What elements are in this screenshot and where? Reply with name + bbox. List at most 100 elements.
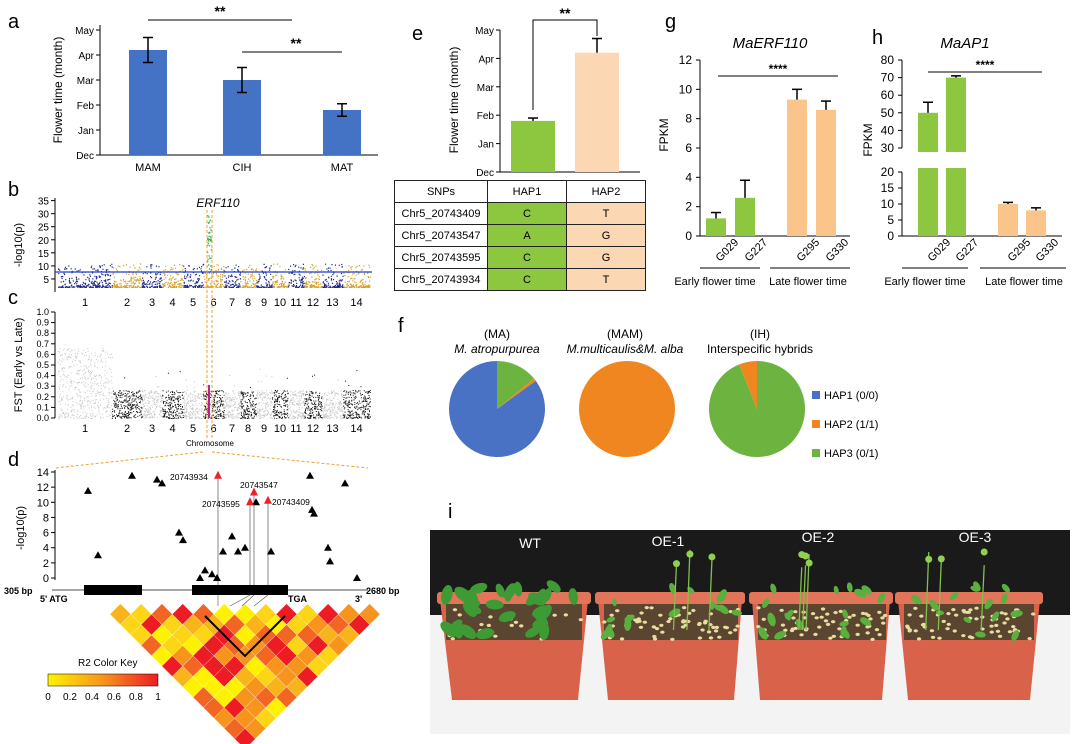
table-header: SNPs HAP1 HAP2 bbox=[394, 180, 646, 203]
snp-point bbox=[267, 547, 275, 555]
panel-h: h MaAP1 FPKM 0 5 10 15 20 30 40 50 60 70 80 **** G… bbox=[861, 27, 1066, 288]
ld-cell bbox=[359, 603, 381, 625]
snp-point bbox=[213, 574, 221, 581]
exon-1 bbox=[84, 585, 142, 595]
leaf bbox=[476, 628, 495, 640]
snp-point bbox=[94, 551, 102, 559]
gene-end: 2680 bp bbox=[366, 586, 400, 596]
three-prime: 3' bbox=[355, 594, 362, 604]
leaf bbox=[485, 599, 504, 610]
chromosome-label: 11 bbox=[290, 423, 301, 435]
sig-a1: ** bbox=[215, 3, 226, 19]
y-tick-label: 4 bbox=[685, 170, 692, 184]
bars-e bbox=[511, 37, 619, 172]
label-wt: WT bbox=[519, 535, 541, 551]
snp-point bbox=[306, 471, 314, 479]
group-label-h2: Late flower time bbox=[985, 276, 1063, 288]
leaf bbox=[877, 592, 886, 604]
y-tick-label: Apr bbox=[78, 51, 94, 62]
leaf bbox=[513, 581, 523, 597]
title-g: MaERF110 bbox=[733, 35, 808, 52]
bar-labels-g: G029 G227 G295 G330 bbox=[714, 237, 852, 265]
color-key-tick: 0.6 bbox=[107, 692, 121, 703]
fst-chr-12 bbox=[304, 374, 323, 419]
y-tick-label: Mar bbox=[77, 76, 95, 87]
leaf bbox=[770, 583, 777, 594]
chromosome-label: 13 bbox=[326, 423, 338, 435]
group-name-ma: M. atropurpurea bbox=[454, 342, 540, 356]
leaf bbox=[687, 586, 695, 594]
y-ticks-h: 0 5 10 15 20 30 40 50 60 70 80 bbox=[881, 53, 902, 243]
y-tick-label: 40 bbox=[881, 123, 895, 137]
header-hap1: HAP1 bbox=[487, 180, 567, 203]
y-ticks-c: 0.00.10.20.30.40.50.60.70.80.91.0 bbox=[36, 307, 55, 423]
y-tick-label: 30 bbox=[881, 141, 895, 155]
leaf bbox=[758, 627, 768, 640]
hap1-allele: A bbox=[487, 224, 567, 247]
fst-chr-1 bbox=[58, 344, 113, 419]
snp-point bbox=[241, 543, 249, 551]
axis-label-d: -log10(p) bbox=[15, 506, 27, 550]
leaf bbox=[532, 617, 548, 629]
chromosome-label: 5 bbox=[190, 423, 196, 435]
bar-G029 bbox=[706, 218, 726, 236]
x-tick-label: G295 bbox=[795, 237, 823, 265]
group-name-mam: M.multicaulis&M. alba bbox=[567, 342, 684, 356]
y-ticks-g: 0 2 4 6 8 10 12 bbox=[679, 53, 700, 243]
hap1-allele: C bbox=[487, 202, 567, 225]
manhattan-chr-13 bbox=[322, 263, 344, 288]
legend-swatch-hap3 bbox=[812, 449, 820, 457]
bolting-stem bbox=[708, 560, 713, 631]
snp-point bbox=[219, 547, 227, 555]
label-oe1: OE-1 bbox=[652, 533, 685, 549]
snp-point bbox=[308, 505, 316, 513]
y-tick-label: Dec bbox=[76, 151, 94, 162]
chromosome-labels-c: 1 2 3 4 5 6 7 8 9 10 11 12 13 14 bbox=[82, 423, 363, 435]
bars-a: MAM CIH MAT bbox=[129, 36, 361, 174]
y-tick-label: 0.3 bbox=[36, 381, 49, 391]
leaf bbox=[440, 621, 458, 637]
ld-block-outline bbox=[204, 615, 286, 658]
manhattan-chr-7 bbox=[224, 264, 242, 288]
panel-letter-b: b bbox=[8, 179, 19, 201]
y-tick-label: 0.7 bbox=[36, 339, 49, 349]
manhattan-chr-10 bbox=[272, 263, 290, 288]
x-tick-label: G227 bbox=[743, 237, 771, 265]
group-code-ma: (MA) bbox=[484, 327, 510, 341]
x-tick-label: G029 bbox=[714, 237, 742, 265]
leaf bbox=[842, 628, 850, 639]
leaf bbox=[717, 604, 729, 615]
soil-specks bbox=[447, 606, 1036, 641]
pie-slice-HAP2 (1/1) bbox=[497, 378, 536, 409]
x-tick-label: MAM bbox=[135, 162, 161, 174]
x-tick-label: G029 bbox=[926, 237, 954, 265]
snp-point bbox=[208, 570, 216, 578]
bar-HAP1 bbox=[511, 120, 555, 172]
flower-bud bbox=[672, 560, 680, 568]
chromosome-label: 13 bbox=[326, 297, 338, 309]
chromosome-label: 11 bbox=[290, 297, 301, 309]
bolting-stem bbox=[805, 554, 810, 631]
panel-i: i WT OE-1 OE-2 OE-3 bbox=[430, 501, 1070, 734]
snp-point bbox=[341, 479, 349, 487]
snp-point bbox=[158, 479, 166, 487]
group-label-h1: Early flower time bbox=[884, 276, 965, 288]
y-tick-label: 0 bbox=[43, 573, 49, 585]
y-tick-label: 8 bbox=[43, 512, 49, 524]
table-row: Chr5_20743934 C T bbox=[394, 268, 646, 291]
color-key-ticks: 0 0.2 0.4 0.6 0.8 1 bbox=[45, 692, 161, 703]
leaf bbox=[1011, 630, 1020, 641]
axis-label-c: FST (Early vs Late) bbox=[13, 318, 25, 413]
snp-label: 20743934 bbox=[170, 472, 208, 482]
snp-name: Chr5_20743595 bbox=[394, 246, 488, 269]
sig-e: ** bbox=[560, 5, 571, 21]
fst-points bbox=[58, 344, 371, 419]
bar-MAT bbox=[323, 110, 361, 155]
fst-chr-7 bbox=[224, 375, 241, 419]
snp-point bbox=[84, 486, 92, 494]
manhattan-chr-12 bbox=[304, 263, 324, 288]
bar-G227 bbox=[735, 197, 755, 236]
y-tick-label: 0.4 bbox=[36, 371, 49, 381]
flower-bud bbox=[708, 553, 716, 561]
